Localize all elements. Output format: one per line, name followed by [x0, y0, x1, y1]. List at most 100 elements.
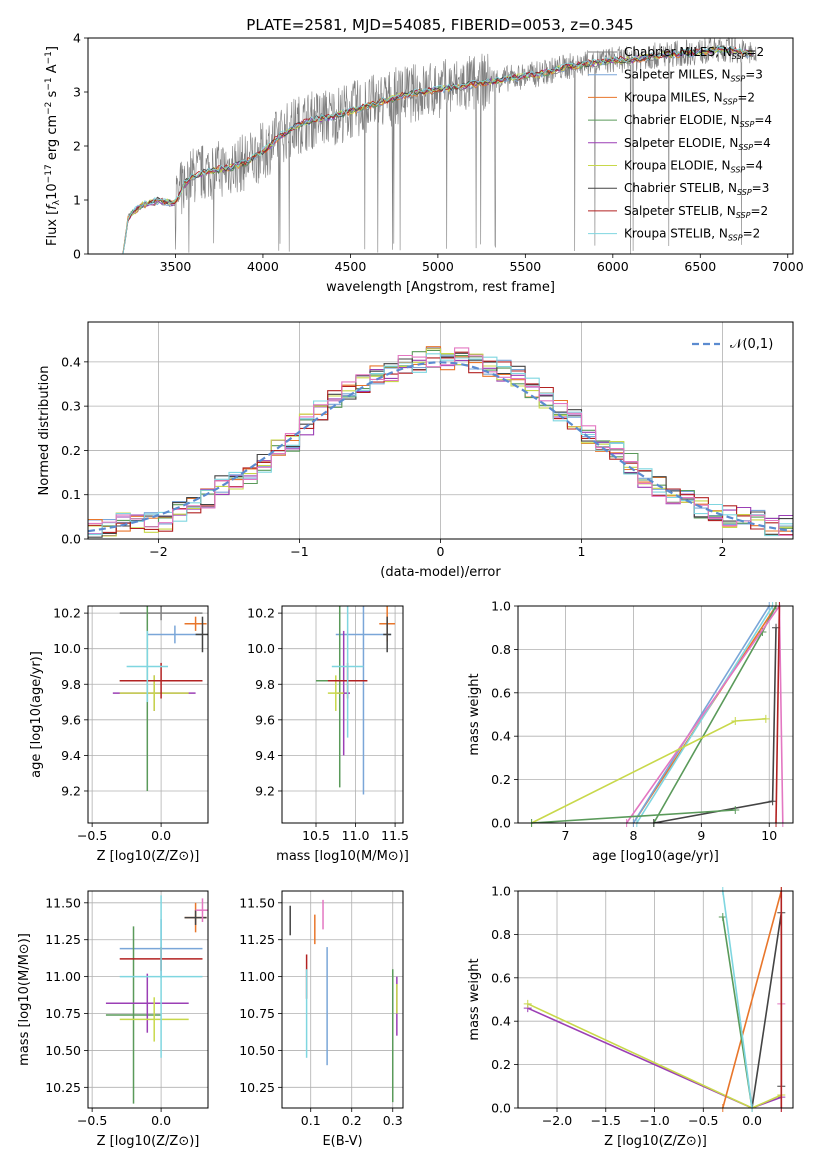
x-tick-label: −0.5 [688, 1113, 718, 1128]
axes-frame [517, 605, 794, 824]
histogram-series-8 [88, 347, 793, 536]
legend-label: Kroupa STELIB, NSSP=2 [624, 227, 760, 243]
axes-frame [281, 890, 404, 1109]
x-tick-label: 0.0 [742, 1113, 762, 1128]
y-tick-label: 11.25 [45, 932, 81, 947]
x-tick-label: 5500 [509, 259, 541, 274]
mass_vs_ebv-panel: 0.1 0.2 0.3 10.25 10.50 10.75 11.00 11.25 11.50 E… [239, 890, 404, 1149]
mass_weight_vs_Z-panel: −2.0 −1.5 −1.0 −0.5 0.0 0.0 0.2 0.4 0.6 0.8 1.0 Z [… [467, 884, 794, 1149]
mass-weight-marker [768, 797, 777, 806]
x-tick-label: 0 [437, 544, 445, 559]
y-tick-label: 2 [73, 139, 81, 154]
x-axis-label: Z [log10(Z/Z⊙)] [97, 1134, 200, 1149]
y-tick-label: 9.8 [255, 677, 275, 692]
y-tick-label: 10.0 [247, 641, 275, 656]
figure-title: PLATE=2581, MJD=54085, FIBERID=0053, z=0… [246, 16, 633, 34]
y-tick-label: 0 [73, 247, 81, 262]
histogram-series-7 [88, 353, 793, 537]
age_vs_mass-panel: 10.5 11.0 11.5 9.2 9.4 9.6 9.8 10.0 10.2 mass [lo… [247, 605, 409, 864]
x-tick-label: 9 [697, 828, 705, 843]
y-tick-label: 10.75 [239, 1006, 275, 1021]
mass-weight-marker [731, 805, 740, 814]
axes-frame [281, 605, 404, 824]
errorbar-group [316, 606, 396, 795]
x-tick-label: −0.5 [77, 1113, 107, 1128]
y-tick-label: 11.50 [45, 895, 81, 910]
y-tick-label: 0.3 [61, 399, 81, 414]
x-tick-label: 11.5 [381, 828, 409, 843]
y-tick-label: 10.25 [239, 1080, 275, 1095]
mass_vs_Z-panel: −0.5 0.0 10.25 10.50 10.75 11.00 11.25 11.50 Z [… [17, 890, 209, 1149]
mass-weight-line-2 [636, 605, 774, 824]
y-tick-label: 0.4 [491, 1014, 511, 1029]
mass-weight-line-5 [531, 718, 766, 824]
legend-label: 𝒩(0,1) [730, 337, 773, 352]
x-axis-label: Z [log10(Z/Z⊙)] [604, 1134, 707, 1149]
y-tick-label: 10.50 [239, 1043, 275, 1058]
mass-weight-line-5 [722, 890, 753, 1109]
y-tick-label: 0.4 [61, 354, 81, 369]
y-tick-label: 0.2 [491, 1057, 511, 1072]
errorbar-group [105, 895, 208, 1104]
errorbar-group [112, 606, 208, 791]
mass-weight-marker [731, 717, 740, 726]
spectrum-panel: 3500 4000 4500 5000 5500 6000 6500 7000 0 1 2 3 4 wav… [44, 31, 804, 296]
normal-reference-curve [87, 361, 794, 533]
y-tick-label: 11.00 [239, 969, 275, 984]
x-tick-label: 5000 [422, 259, 454, 274]
spectrum-observed-line [122, 36, 757, 255]
errorbar-group [289, 899, 398, 1103]
axes-frame [517, 890, 794, 1109]
x-tick-label: −2.0 [542, 1113, 572, 1128]
x-axis-label: mass [log10(M/M⊙)] [276, 849, 409, 864]
legend-label: Chabrier ELODIE, NSSP=4 [624, 113, 772, 129]
y-tick-label: 0.2 [61, 443, 81, 458]
legend-label: Salpeter STELIB, NSSP=2 [624, 204, 768, 220]
mass-weight-marker [761, 714, 770, 723]
y-tick-label: 9.8 [61, 677, 81, 692]
mass-weight-line-1 [632, 605, 770, 824]
y-tick-label: 9.2 [255, 783, 275, 798]
y-axis-label: mass weight [467, 958, 482, 1040]
y-tick-label: 10.2 [53, 606, 81, 621]
y-tick-label: 0.1 [61, 487, 81, 502]
x-tick-label: 6500 [684, 259, 716, 274]
y-axis-label: mass weight [467, 673, 482, 755]
y-tick-label: 0.8 [491, 927, 511, 942]
x-tick-label: −1.0 [639, 1113, 669, 1128]
y-axis-label: mass [log10(M/M⊙)] [17, 933, 32, 1066]
y-tick-label: 10.0 [53, 641, 81, 656]
x-tick-label: 0.0 [151, 1113, 171, 1128]
y-tick-label: 9.4 [61, 748, 81, 763]
x-tick-label: 10 [761, 828, 777, 843]
legend-label: Salpeter ELODIE, NSSP=4 [624, 136, 771, 152]
y-tick-label: 11.00 [45, 969, 81, 984]
x-tick-label: 7000 [772, 259, 804, 274]
y-tick-label: 9.6 [255, 712, 275, 727]
legend-label: Kroupa ELODIE, NSSP=4 [624, 159, 763, 175]
legend-label: Chabrier MILES, NSSP=2 [624, 45, 764, 61]
residuals-panel: −2 −1 0 1 2 0.0 0.1 0.2 0.3 0.4 (data-model)/error… [37, 321, 794, 580]
mass-weight-line-2 [722, 890, 783, 1109]
y-tick-label: 1.0 [491, 884, 511, 899]
y-tick-label: 0.4 [491, 729, 511, 744]
y-axis-label: Flux [fλ10−17 erg cm−2 s−1 A−1] [44, 46, 62, 246]
y-tick-label: 0.0 [61, 532, 81, 547]
y-axis-label: Normed distribution [37, 366, 52, 496]
x-tick-label: 8 [629, 828, 637, 843]
y-tick-label: 3 [73, 85, 81, 100]
x-tick-label: 4000 [247, 259, 279, 274]
spectrum-model-line-8 [122, 45, 753, 254]
x-axis-label: (data-model)/error [380, 565, 501, 580]
mass-weight-line-6 [653, 627, 777, 824]
mass-weight-line-7 [775, 605, 781, 824]
axes-frame [87, 321, 794, 540]
legend-label: Chabrier STELIB, NSSP=3 [624, 181, 769, 197]
mass-weight-line-3 [653, 605, 777, 824]
x-tick-label: 2 [719, 544, 727, 559]
x-tick-label: −1.5 [591, 1113, 621, 1128]
y-tick-label: 0.0 [491, 816, 511, 831]
legend-label: Kroupa MILES, NSSP=2 [624, 90, 755, 106]
y-tick-label: 11.50 [239, 895, 275, 910]
y-tick-label: 10.75 [45, 1006, 81, 1021]
